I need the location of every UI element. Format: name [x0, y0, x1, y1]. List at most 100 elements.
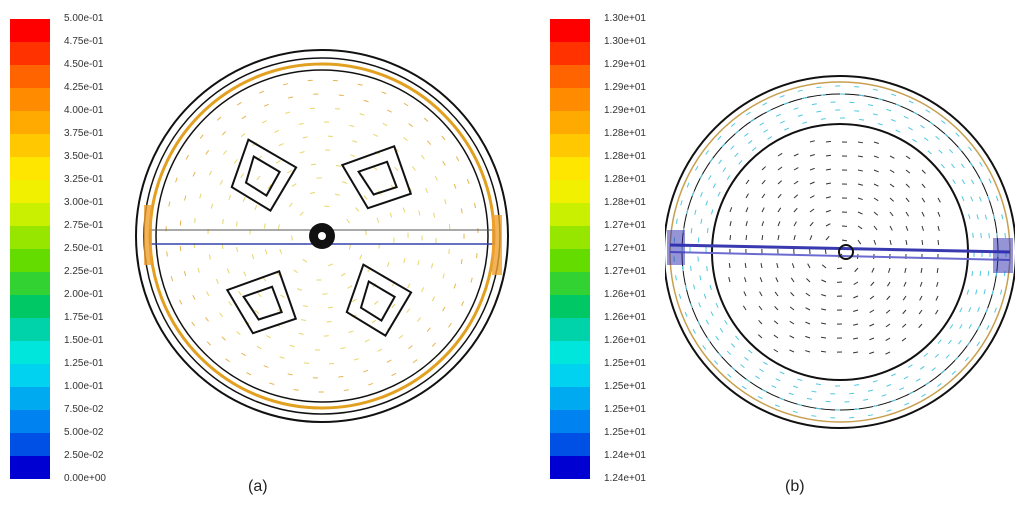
- vector-arrow: [779, 95, 785, 98]
- vector-arrow: [775, 277, 779, 283]
- vector-arrow: [730, 145, 735, 150]
- vector-arrow: [371, 319, 377, 324]
- vector-arrow: [692, 329, 696, 334]
- vector-arrow: [891, 399, 897, 402]
- colorbar-tick-label: 2.50e-01: [64, 243, 104, 254]
- vector-arrow: [743, 291, 747, 297]
- vector-arrow: [789, 335, 795, 339]
- vector-arrow: [293, 388, 299, 391]
- vector-arrow: [710, 311, 714, 317]
- vector-arrow: [713, 360, 719, 365]
- vector-arrow: [776, 263, 779, 269]
- vector-arrow: [373, 133, 378, 137]
- panel-a: 5.00e-01 4.75e-01 4.50e-01 4.25e-01 4.00e-01…: [10, 13, 509, 495]
- vector-arrow: [338, 375, 344, 378]
- vector-arrow: [763, 129, 769, 133]
- vector-arrow: [977, 307, 980, 313]
- vector-arrow: [744, 262, 747, 269]
- vector-field: [165, 79, 479, 393]
- vector-arrow: [908, 100, 914, 104]
- vector-arrow: [870, 281, 875, 287]
- vector-arrow: [869, 337, 875, 341]
- vector-arrow: [731, 366, 736, 371]
- vector-arrow: [918, 309, 923, 315]
- vector-arrow: [887, 267, 891, 273]
- vector-arrow: [905, 239, 908, 246]
- vector-arrow: [184, 195, 187, 201]
- vector-arrow: [821, 308, 827, 311]
- colorbar-tick-label: 1.25e+01: [604, 404, 646, 415]
- colorbar-tick-label: 1.29e+01: [604, 59, 646, 70]
- vector-arrow: [985, 307, 989, 313]
- vector-arrow: [921, 183, 926, 189]
- vector-arrow: [961, 196, 965, 202]
- colorbar-swatch: [550, 65, 590, 88]
- vector-arrow: [797, 403, 803, 406]
- vector-arrow: [869, 323, 875, 327]
- vector-arrow: [777, 234, 780, 241]
- vector-arrow: [809, 235, 813, 241]
- vector-arrow: [179, 245, 182, 252]
- vector-arrow: [873, 211, 879, 216]
- colorbar-tick-label: 3.00e-01: [64, 197, 104, 208]
- colorbar-tick-label: 2.75e-01: [64, 220, 104, 231]
- vector-arrow: [758, 305, 763, 311]
- colorbar-tick-label: 1.26e+01: [604, 335, 646, 346]
- vector-arrow: [971, 270, 974, 277]
- vector-arrow: [241, 352, 246, 357]
- vector-arrow: [433, 212, 436, 218]
- vector-arrow: [353, 358, 359, 361]
- vector-arrow: [762, 102, 768, 106]
- colorbar-swatch: [10, 203, 50, 226]
- vector-arrow: [722, 167, 727, 172]
- vector-arrow: [221, 336, 226, 341]
- vector-arrow: [969, 161, 974, 167]
- vector-arrow: [853, 295, 859, 299]
- vector-arrow: [889, 225, 893, 231]
- vector-arrow: [699, 275, 702, 281]
- vector-arrow: [389, 212, 393, 218]
- vector-arrow: [757, 396, 763, 400]
- vector-arrow: [746, 111, 751, 116]
- vector-arrow: [197, 267, 200, 273]
- vector-arrow: [913, 111, 919, 115]
- vector-arrow: [192, 171, 196, 177]
- vector-arrow: [287, 373, 293, 376]
- vector-arrow: [889, 197, 895, 202]
- vector-arrow: [699, 173, 703, 179]
- vector-arrow: [797, 378, 803, 382]
- vector-arrow: [706, 266, 708, 272]
- vector-arrow: [793, 221, 797, 227]
- vector-arrow: [890, 373, 896, 377]
- vector-arrow: [348, 330, 354, 333]
- vector-arrow: [702, 345, 707, 350]
- vector-arrow: [805, 307, 811, 311]
- vector-arrow: [729, 207, 733, 213]
- vector-arrow: [279, 356, 285, 359]
- vector-arrow: [240, 133, 246, 138]
- vector-arrow: [364, 339, 370, 343]
- vector-arrow: [761, 389, 767, 393]
- vector-arrow: [854, 110, 860, 112]
- vector-arrow: [700, 218, 703, 224]
- colorbar-swatch: [550, 180, 590, 203]
- vector-arrow: [402, 207, 406, 213]
- vector-arrow: [726, 350, 732, 356]
- vector-arrow: [431, 296, 436, 302]
- vector-arrow: [779, 397, 785, 401]
- vector-arrow: [724, 319, 728, 325]
- vector-arrow: [857, 141, 864, 144]
- vector-arrow: [745, 234, 748, 241]
- vector-arrow: [857, 183, 863, 186]
- colorbar-swatch: [10, 433, 50, 456]
- vector-arrow: [983, 289, 986, 295]
- vector-arrow: [788, 392, 794, 396]
- vector-arrow: [363, 99, 369, 103]
- colorbar-tick-label: 1.30e+01: [604, 36, 646, 47]
- vector-arrow: [760, 263, 763, 269]
- vector-arrow: [816, 110, 822, 113]
- vector-arrow: [937, 211, 941, 217]
- colorbar-tick-label: 1.29e+01: [604, 105, 646, 116]
- vector-arrow: [923, 352, 929, 357]
- vector-arrow: [710, 209, 714, 215]
